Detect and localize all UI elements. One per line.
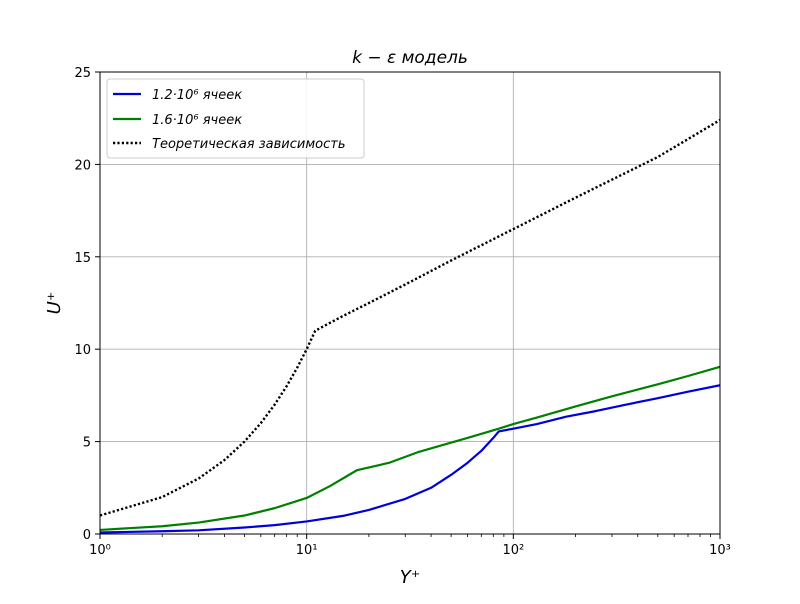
axis-ticks: 10⁰ 10¹ 10² 10³ 0 5 10 15 20 25 bbox=[74, 66, 730, 558]
plot-area-frame bbox=[99, 71, 721, 535]
series-line-1 bbox=[99, 384, 721, 534]
x-tick-label-0: 10⁰ bbox=[89, 543, 111, 558]
legend: 1.2·10⁶ ячеек 1.6·10⁶ ячеек Теоретическа… bbox=[106, 78, 365, 159]
legend-label-series-3: Теоретическая зависимость bbox=[152, 137, 346, 152]
y-tick-label-0: 0 bbox=[83, 528, 91, 543]
chart-title: k − ε модель bbox=[352, 48, 468, 68]
legend-label-series-2: 1.6·10⁶ ячеек bbox=[152, 113, 242, 128]
legend-box bbox=[106, 78, 365, 159]
x-tick-label-3: 10³ bbox=[709, 543, 731, 558]
x-axis-title: Y⁺ bbox=[400, 567, 421, 588]
legend-label-series-1: 1.2·10⁶ ячеек bbox=[152, 88, 242, 103]
x-tick-label-2: 10² bbox=[502, 543, 524, 558]
y-axis-title: U⁺ bbox=[44, 292, 65, 315]
x-tick-label-1: 10¹ bbox=[296, 543, 318, 558]
y-tick-label-1: 5 bbox=[83, 436, 91, 451]
y-tick-label-4: 20 bbox=[74, 158, 91, 173]
series-line-2 bbox=[99, 365, 721, 532]
series-lines bbox=[99, 119, 721, 534]
y-tick-label-3: 15 bbox=[74, 251, 91, 266]
y-tick-label-2: 10 bbox=[74, 343, 91, 358]
y-tick-label-5: 25 bbox=[74, 66, 91, 81]
series-line-3 bbox=[99, 119, 721, 517]
